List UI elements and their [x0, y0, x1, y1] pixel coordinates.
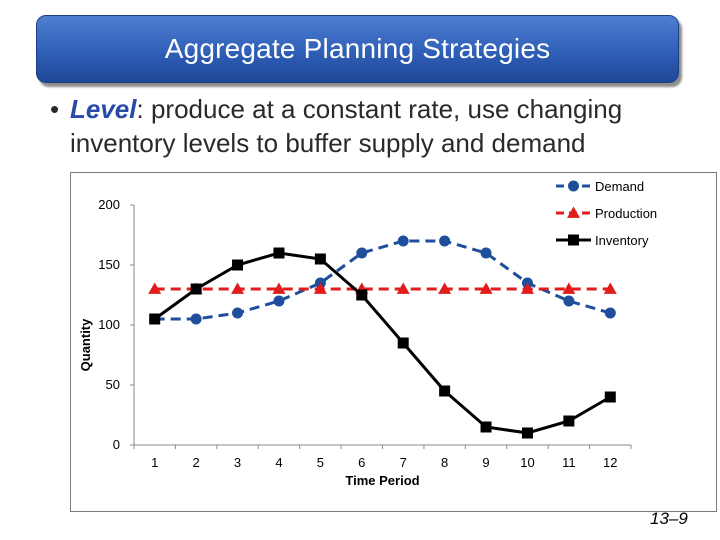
- legend-label-production: Production: [595, 206, 657, 221]
- production-point: [438, 282, 452, 294]
- bullet-text: Level: produce at a constant rate, use c…: [50, 92, 690, 160]
- demand-point: [604, 307, 616, 319]
- production-series: [148, 282, 617, 294]
- inventory-point: [480, 421, 492, 433]
- inventory-point: [439, 385, 451, 397]
- x-tick-label: 1: [151, 455, 158, 470]
- legend-item-demand: Demand: [556, 179, 644, 194]
- x-tick-label: 9: [482, 455, 489, 470]
- inventory-point: [521, 427, 533, 439]
- x-tick-label: 12: [603, 455, 617, 470]
- inventory-point: [397, 337, 409, 349]
- demand-point: [397, 235, 409, 247]
- legend-marker-inventory: [568, 234, 579, 246]
- inventory-point: [232, 259, 244, 271]
- production-point: [603, 282, 617, 294]
- legend-item-production: Production: [556, 206, 657, 221]
- y-tick-label: 100: [98, 317, 120, 332]
- bullet-description: : produce at a constant rate, use changi…: [70, 94, 623, 158]
- inventory-point: [356, 289, 368, 301]
- inventory-point: [563, 415, 575, 427]
- inventory-point: [314, 253, 326, 265]
- y-tick-label: 150: [98, 257, 120, 272]
- production-point: [231, 282, 245, 294]
- inventory-series: [149, 247, 616, 439]
- production-point: [562, 282, 576, 294]
- x-tick-label: 2: [193, 455, 200, 470]
- inventory-point: [604, 391, 616, 403]
- demand-point: [232, 307, 244, 319]
- demand-point: [356, 247, 368, 259]
- legend-label-demand: Demand: [595, 179, 644, 194]
- production-point: [313, 282, 327, 294]
- x-tick-label: 6: [358, 455, 365, 470]
- demand-line: [154, 239, 611, 321]
- legend-marker-production: [567, 206, 580, 218]
- demand-point: [273, 295, 285, 307]
- x-tick-label: 10: [520, 455, 534, 470]
- y-tick-label: 0: [113, 437, 120, 452]
- bullet-term: Level: [70, 94, 137, 124]
- inventory-point: [149, 313, 161, 325]
- title-banner: Aggregate Planning Strategies: [36, 15, 679, 83]
- y-tick-label: 50: [106, 377, 120, 392]
- inventory-point: [273, 247, 285, 259]
- demand-point: [480, 247, 492, 259]
- x-axis-title: Time Period: [345, 473, 419, 488]
- demand-series: [149, 235, 616, 325]
- slide-number: 13–9: [650, 509, 688, 528]
- production-point: [396, 282, 410, 294]
- production-point: [272, 282, 286, 294]
- y-tick-label: 200: [98, 197, 120, 212]
- legend-label-inventory: Inventory: [595, 233, 649, 248]
- chart-frame: 0 50 100 150 200 1 2 3 4 5 6 7 8 9 10 11 12 Time Period Qu…: [70, 172, 717, 512]
- legend-item-inventory: Inventory: [556, 233, 649, 248]
- y-axis-title: Quantity: [78, 318, 93, 371]
- inventory-point: [190, 283, 202, 295]
- demand-point: [190, 313, 202, 325]
- legend-marker-demand: [568, 180, 579, 192]
- inventory-line: [153, 251, 612, 435]
- slide-title: Aggregate Planning Strategies: [164, 33, 551, 64]
- x-tick-label: 11: [562, 455, 576, 470]
- demand-point: [439, 235, 451, 247]
- x-tick-label: 4: [275, 455, 282, 470]
- x-tick-label: 3: [234, 455, 241, 470]
- bullet-dot-icon: •: [50, 94, 60, 124]
- bullet-point: • Level: produce at a constant rate, use…: [50, 92, 690, 160]
- demand-point: [563, 295, 575, 307]
- x-tick-label: 8: [441, 455, 448, 470]
- production-point: [520, 282, 534, 294]
- x-tick-label: 5: [317, 455, 324, 470]
- production-point: [479, 282, 493, 294]
- production-point: [148, 282, 162, 294]
- x-tick-label: 7: [400, 455, 407, 470]
